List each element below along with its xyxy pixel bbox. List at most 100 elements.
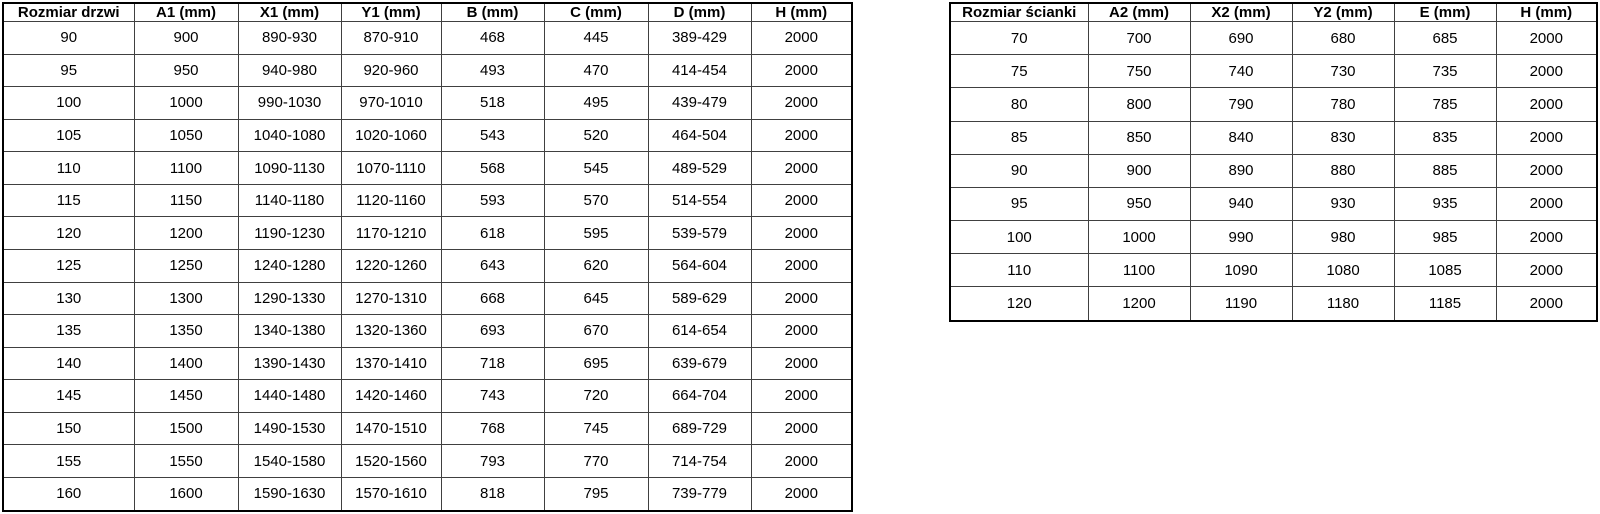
table-cell: 2000 [750, 53, 853, 88]
table-cell: 115 [2, 183, 135, 218]
table-row: 135 1350 1340-1380 1320-1360 693 670 614-654 20… [2, 314, 853, 348]
table-row: 110 1100 1090-1130 1070-1110 568 545 489-529 20… [2, 151, 853, 185]
table-cell: 1590-1630 [237, 476, 342, 512]
table-cell: 1550 [133, 444, 239, 478]
table-cell: 95 [949, 186, 1089, 222]
table-cell: 1390-1430 [237, 346, 342, 381]
table-cell: 818 [440, 476, 545, 512]
table-row: 115 1150 1140-1180 1120-1160 593 570 514-554 20… [2, 183, 853, 218]
table-cell: 900 [133, 21, 239, 55]
table-cell: 2000 [750, 216, 853, 250]
table-cell: 2000 [750, 118, 853, 153]
table-cell: 470 [543, 53, 649, 88]
table-cell: 110 [949, 253, 1089, 288]
table-cell: 1090-1130 [237, 151, 342, 185]
table-row: 80 800 790 780 785 2000 [949, 87, 1598, 122]
table-row: 90 900 890 880 885 2000 [949, 153, 1598, 188]
table-cell: 1490-1530 [237, 411, 342, 446]
table-cell: 130 [2, 281, 135, 316]
table-cell: 790 [1189, 87, 1293, 122]
table-cell: 880 [1291, 153, 1395, 188]
header-row: Rozmiar ścianki A2 (mm) X2 (mm) Y2 (mm) E (m… [949, 2, 1598, 22]
table-cell: 990 [1189, 220, 1293, 255]
table-cell: 668 [440, 281, 545, 316]
table-cell: 493 [440, 53, 545, 88]
table-cell: 1120-1160 [340, 183, 442, 218]
header-row: Rozmiar drzwi A1 (mm) X1 (mm) Y1 (mm) B (mm)… [2, 2, 853, 22]
table-cell: 739-779 [647, 476, 752, 512]
table-cell: 870-910 [340, 21, 442, 55]
table-cell: 2000 [1495, 153, 1598, 188]
table-cell: 740 [1189, 54, 1293, 89]
table-cell: 680 [1291, 20, 1395, 56]
column-header: E (mm) [1393, 2, 1497, 22]
table-cell: 593 [440, 183, 545, 218]
column-header: H (mm) [750, 2, 853, 22]
table-cell: 2000 [750, 151, 853, 185]
table-cell: 135 [2, 314, 135, 348]
table-cell: 2000 [1495, 120, 1598, 155]
column-header: B (mm) [440, 2, 545, 22]
table-cell: 618 [440, 216, 545, 250]
table-cell: 1050 [133, 118, 239, 153]
table-cell: 718 [440, 346, 545, 381]
table-cell: 714-754 [647, 444, 752, 478]
table-cell: 2000 [1495, 20, 1598, 56]
table-row: 100 1000 990-1030 970-1010 518 495 439-479 2000 [2, 86, 853, 120]
table-cell: 1000 [133, 86, 239, 120]
table-cell: 105 [2, 118, 135, 153]
table-cell: 2000 [750, 379, 853, 413]
doors-spec-table: Rozmiar drzwi A1 (mm) X1 (mm) Y1 (mm) B (mm)… [2, 2, 853, 512]
table-cell: 730 [1291, 54, 1395, 89]
column-header: Rozmiar drzwi [2, 2, 135, 22]
table-row: 110 1100 1090 1080 1085 2000 [949, 253, 1598, 288]
table-cell: 685 [1393, 20, 1497, 56]
table-cell: 2000 [1495, 186, 1598, 222]
table-cell: 840 [1189, 120, 1293, 155]
table-cell: 780 [1291, 87, 1395, 122]
table-cell: 2000 [750, 314, 853, 348]
table-cell: 2000 [750, 21, 853, 55]
table-cell: 890-930 [237, 21, 342, 55]
table-cell: 2000 [750, 444, 853, 478]
table-cell: 670 [543, 314, 649, 348]
table-cell: 568 [440, 151, 545, 185]
table-cell: 985 [1393, 220, 1497, 255]
table-cell: 539-579 [647, 216, 752, 250]
table-cell: 2000 [750, 476, 853, 512]
column-header: H (mm) [1495, 2, 1598, 22]
table-row: 95 950 940 930 935 2000 [949, 186, 1598, 222]
table-row: 160 1600 1590-1630 1570-1610 818 795 739-779 20… [2, 476, 853, 512]
table-cell: 1240-1280 [237, 248, 342, 283]
table-cell: 800 [1087, 87, 1191, 122]
table-cell: 1540-1580 [237, 444, 342, 478]
table-cell: 1180 [1291, 286, 1395, 322]
table-cell: 1080 [1291, 253, 1395, 288]
table-cell: 520 [543, 118, 649, 153]
table-row: 75 750 740 730 735 2000 [949, 54, 1598, 89]
table-row: 150 1500 1490-1530 1470-1510 768 745 689-729 20… [2, 411, 853, 446]
table-cell: 1300 [133, 281, 239, 316]
table-cell: 830 [1291, 120, 1395, 155]
table-row: 120 1200 1190-1230 1170-1210 618 595 539-579 20… [2, 216, 853, 250]
table-cell: 85 [949, 120, 1089, 155]
table-cell: 750 [1087, 54, 1191, 89]
table-cell: 1185 [1393, 286, 1497, 322]
table-cell: 564-604 [647, 248, 752, 283]
table-row: 95 950 940-980 920-960 493 470 414-454 2000 [2, 53, 853, 88]
table-row: 140 1400 1390-1430 1370-1410 718 695 639-679 20… [2, 346, 853, 381]
table-row: 70 700 690 680 685 2000 [949, 20, 1598, 56]
table-cell: 745 [543, 411, 649, 446]
table-cell: 589-629 [647, 281, 752, 316]
table-cell: 543 [440, 118, 545, 153]
table-cell: 145 [2, 379, 135, 413]
table-cell: 1190-1230 [237, 216, 342, 250]
table-cell: 1470-1510 [340, 411, 442, 446]
table-cell: 643 [440, 248, 545, 283]
table-cell: 1220-1260 [340, 248, 442, 283]
table-cell: 514-554 [647, 183, 752, 218]
table-cell: 1000 [1087, 220, 1191, 255]
table-cell: 935 [1393, 186, 1497, 222]
table-cell: 570 [543, 183, 649, 218]
